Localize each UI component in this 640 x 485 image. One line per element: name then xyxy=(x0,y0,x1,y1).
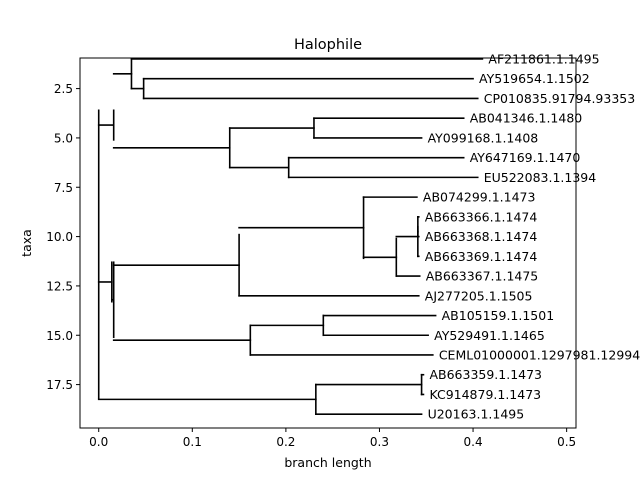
leaf-label: U20163.1.1495 xyxy=(428,407,525,422)
leaf-label: CEML01000001.1297981.1299476 xyxy=(439,347,640,362)
leaf-labels: AF211861.1.1495 AY519654.1.1502 CP010835.9… xyxy=(423,51,640,421)
y-tick-label: 12.5 xyxy=(46,279,73,293)
leaf-label: AB105159.1.1501 xyxy=(442,308,555,323)
y-tick-label: 10.0 xyxy=(46,230,73,244)
y-axis-label: taxa xyxy=(19,229,34,257)
y-tick-label: 5.0 xyxy=(54,131,73,145)
y-tick-label: 15.0 xyxy=(46,329,73,343)
leaf-label: AY647169.1.1470 xyxy=(470,150,581,165)
leaf-label: AB663367.1.1475 xyxy=(426,269,539,284)
x-tick-label: 0.2 xyxy=(276,435,295,449)
y-tick-label: 17.5 xyxy=(46,378,73,392)
y-tick-label: 2.5 xyxy=(54,82,73,96)
y-tick-label: 7.5 xyxy=(54,181,73,195)
x-tick-label: 0.0 xyxy=(89,435,108,449)
plot-frame xyxy=(79,57,577,429)
chart-title: Halophile xyxy=(294,37,362,53)
leaf-label: AB663369.1.1474 xyxy=(425,249,538,264)
tree-branches xyxy=(97,58,484,415)
leaf-label: AB663366.1.1474 xyxy=(425,209,538,224)
x-tick-label: 0.1 xyxy=(183,435,202,449)
y-axis: 2.5 5.0 7.5 10.0 12.5 15.0 17.5 xyxy=(46,82,80,392)
leaf-label: KC914879.1.1473 xyxy=(429,387,541,402)
leaf-label: AY529491.1.1465 xyxy=(434,328,545,343)
leaf-label: EU522083.1.1394 xyxy=(484,170,597,185)
leaf-label: AB074299.1.1473 xyxy=(423,190,536,205)
x-tick-label: 0.4 xyxy=(464,435,483,449)
leaf-label: AY099168.1.1408 xyxy=(428,130,539,145)
leaf-label: AY519654.1.1502 xyxy=(479,71,590,86)
x-tick-label: 0.3 xyxy=(370,435,389,449)
leaf-label: AB663359.1.1473 xyxy=(429,367,542,382)
x-axis: 0.0 0.1 0.2 0.3 0.4 0.5 xyxy=(89,428,576,449)
leaf-label: AJ277205.1.1505 xyxy=(425,288,533,303)
leaf-label: CP010835.91794.93353 xyxy=(484,91,635,106)
x-axis-label: branch length xyxy=(284,455,371,470)
x-tick-label: 0.5 xyxy=(557,435,576,449)
leaf-label: AB663368.1.1474 xyxy=(425,229,538,244)
leaf-label: AB041346.1.1480 xyxy=(470,111,583,126)
leaf-label: AF211861.1.1495 xyxy=(488,51,599,66)
